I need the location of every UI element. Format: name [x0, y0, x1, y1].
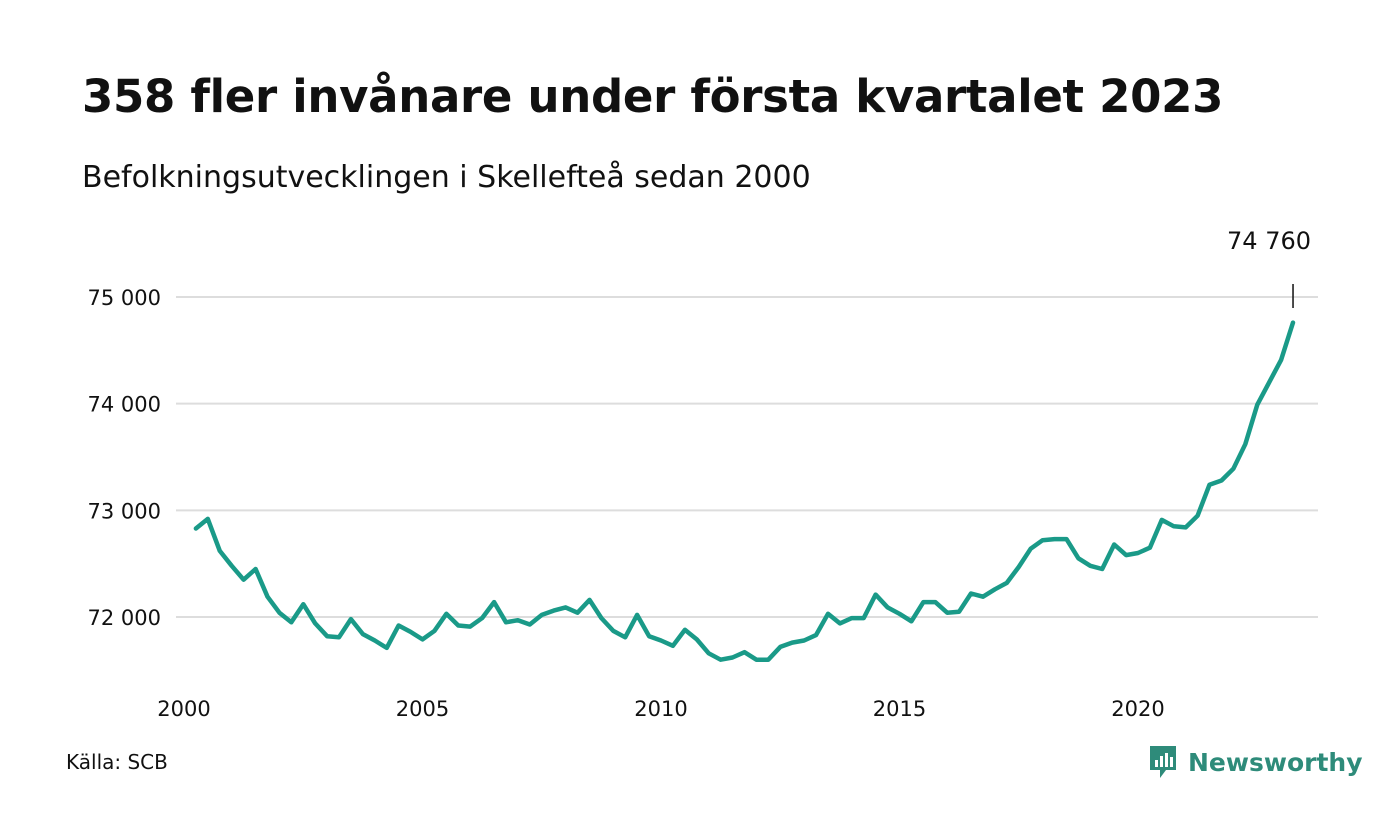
- y-tick-label: 72 000: [88, 606, 161, 630]
- y-tick-label: 74 000: [88, 393, 161, 417]
- series-line: [193, 320, 1296, 662]
- y-axis-ticks: 72 000 73 000 74 000 75 000: [88, 286, 161, 630]
- annotation-label: 74 760: [1227, 227, 1311, 255]
- x-tick-label: 2010: [634, 697, 687, 721]
- brand-logo: Newsworthy: [1148, 744, 1363, 780]
- y-tick-label: 75 000: [88, 286, 161, 310]
- chart-subtitle: Befolkningsutvecklingen i Skellefteå sed…: [82, 160, 811, 195]
- grid-layer: [176, 296, 1318, 618]
- series-layer: [193, 320, 1296, 662]
- x-tick-label: 2005: [396, 697, 449, 721]
- newsworthy-logo-icon: [1150, 746, 1176, 778]
- x-tick-label: 2020: [1111, 697, 1164, 721]
- source-note: Källa: SCB: [66, 750, 168, 774]
- annotation-layer: 74 760: [1227, 227, 1311, 308]
- x-tick-label: 2000: [157, 697, 210, 721]
- y-tick-label: 73 000: [88, 499, 161, 523]
- chart-title: 358 fler invånare under första kvartalet…: [82, 70, 1224, 123]
- x-tick-label: 2015: [873, 697, 926, 721]
- brand-name: Newsworthy: [1188, 747, 1363, 777]
- x-axis-ticks: 2000 2005 2010 2015 2020: [157, 697, 1164, 721]
